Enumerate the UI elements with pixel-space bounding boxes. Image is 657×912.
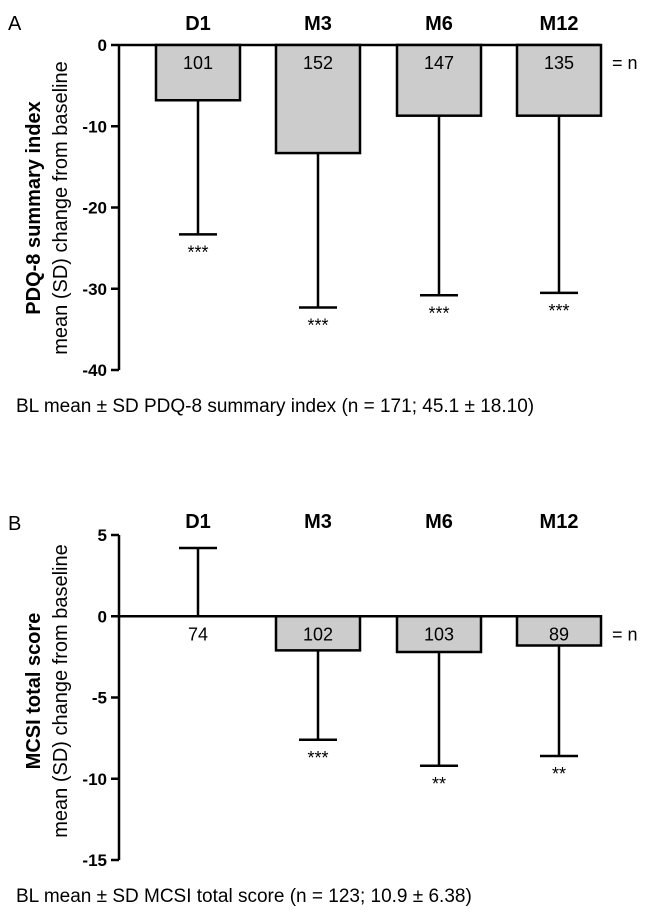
panel-label-b: B <box>8 513 21 535</box>
y-tick-label-a: -30 <box>82 280 107 299</box>
panel-b: B MCSI total score mean (SD) change from… <box>8 511 638 907</box>
bar-a <box>395 43 483 117</box>
plot-area-b: 5 0 -5 -10 -15 D1 74 M3 *** 102 M6 ** 103 M12 ** 89 = n <box>82 511 637 870</box>
significance-label-a: *** <box>187 242 208 262</box>
significance-label-a: *** <box>307 315 328 335</box>
n-label-a: 147 <box>424 53 454 73</box>
y-tick-label-a: -40 <box>82 361 107 380</box>
y-axis-title-a: PDQ-8 summary index <box>23 101 45 314</box>
y-tick-label-b: 5 <box>98 526 107 545</box>
n-label-a: 135 <box>544 53 574 73</box>
y-tick-label-b: 0 <box>98 607 107 626</box>
category-label-a: D1 <box>185 13 211 35</box>
panel-label-a: A <box>8 13 22 35</box>
y-axis-label-b: mean (SD) change from baseline <box>50 544 72 837</box>
caption-b: BL mean ± SD MCSI total score (n = 123; … <box>16 886 472 907</box>
category-label-b: M6 <box>425 511 453 533</box>
category-label-a: M3 <box>304 13 332 35</box>
category-label-b: M12 <box>540 511 579 533</box>
n-label-b: 74 <box>188 624 208 644</box>
y-tick-label-b: -5 <box>92 689 107 708</box>
category-label-a: M6 <box>425 13 453 35</box>
n-suffix-b: = n <box>612 624 638 644</box>
category-label-a: M12 <box>540 13 579 35</box>
caption-a: BL mean ± SD PDQ-8 summary index (n = 17… <box>16 396 534 417</box>
n-label-b: 103 <box>424 624 454 644</box>
y-tick-label-a: -10 <box>82 117 107 136</box>
significance-label-b: ** <box>432 774 446 794</box>
y-axis-title-b: MCSI total score <box>23 613 45 770</box>
n-label-b: 102 <box>303 624 333 644</box>
significance-label-b: ** <box>552 764 566 784</box>
y-tick-label-a: 0 <box>98 36 107 55</box>
bar-b <box>274 615 362 652</box>
y-tick-label-a: -20 <box>82 199 107 218</box>
category-label-b: M3 <box>304 511 332 533</box>
y-tick-label-b: -10 <box>82 770 107 789</box>
significance-label-a: *** <box>428 303 449 323</box>
y-axis-label-a: mean (SD) change from baseline <box>50 61 72 354</box>
n-suffix-a: = n <box>612 53 638 73</box>
category-label-b: D1 <box>185 511 211 533</box>
n-label-a: 152 <box>303 53 333 73</box>
n-label-a: 101 <box>183 53 213 73</box>
panel-a: A PDQ-8 summary index mean (SD) change f… <box>8 13 638 417</box>
plot-area-a: 0 -10 -20 -30 -40 D1 *** 101 M3 *** 152 M6 *** 147 M12… <box>82 13 637 380</box>
significance-label-a: *** <box>548 301 569 321</box>
significance-label-b: *** <box>307 748 328 768</box>
n-label-b: 89 <box>549 624 569 644</box>
y-tick-label-b: -15 <box>82 851 107 870</box>
